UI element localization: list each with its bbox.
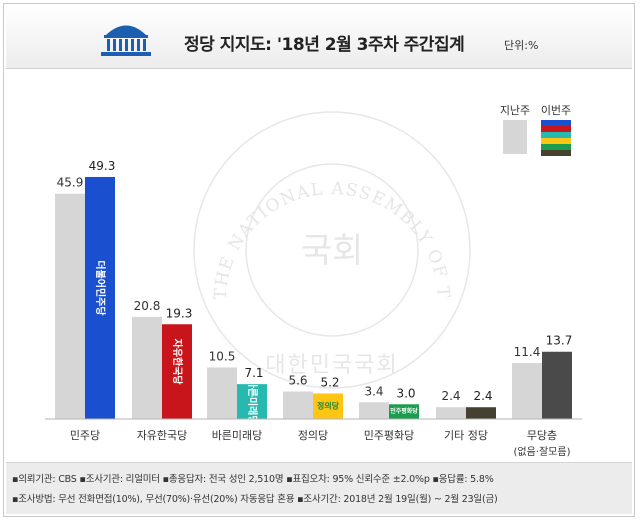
bar-this-week-0 — [85, 176, 115, 419]
value-label-last-week-2: 10.5 — [209, 349, 236, 363]
bar-last-week-1 — [132, 316, 162, 419]
value-label-last-week-4: 3.4 — [364, 384, 383, 398]
bar-last-week-6 — [512, 363, 542, 419]
party-logo-2: 바른미래당 — [246, 379, 259, 426]
value-label-last-week-3: 5.6 — [288, 374, 307, 388]
header-band: 정당 지지도: '18년 2월 3주차 주간집계 단위:% — [6, 6, 632, 69]
national-assembly-building-icon — [101, 25, 151, 56]
bar-this-week-5 — [466, 407, 496, 419]
category-label-1: 자유한국당 — [137, 429, 188, 442]
watermark-bottom-text: 대한민국국회 — [265, 353, 398, 378]
category-label-6: 무당층 — [527, 429, 557, 442]
bar-last-week-0 — [55, 193, 85, 419]
value-label-this-week-5: 2.4 — [473, 389, 492, 403]
bar-last-week-5 — [436, 407, 466, 419]
survey-footer: ▪의뢰기관: CBS ▪조사기관: 리얼미터 ▪총응답자: 전국 성인 2,51… — [6, 462, 632, 514]
bar-this-week-3 — [313, 393, 343, 419]
category-sublabel-6: (없음·잘모름) — [514, 445, 571, 458]
value-label-this-week-2: 7.1 — [244, 366, 263, 380]
category-label-4: 민주평화당 — [364, 429, 415, 442]
bar-this-week-4 — [389, 404, 419, 419]
category-label-3: 정의당 — [298, 429, 328, 442]
footer-line-1: ▪의뢰기관: CBS ▪조사기관: 리얼미터 ▪총응답자: 전국 성인 2,51… — [12, 474, 494, 485]
party-logo-3: 정의당 — [317, 401, 340, 411]
unit-label: 단위:% — [504, 39, 539, 52]
value-label-this-week-1: 19.3 — [166, 306, 193, 320]
legend-last-week-swatch — [503, 120, 527, 154]
party-logo-1: 자유한국당 — [171, 339, 184, 386]
bar-this-week-6 — [542, 351, 572, 419]
bars-layer: 더불어민주당 45.9 49.3 자유한국당 20.8 19.3 바른미래당 10.5 7.1 정… — [55, 159, 572, 425]
legend-last-week-label: 지난주 — [500, 104, 530, 117]
bar-this-week-1 — [162, 324, 192, 419]
chart-title: 정당 지지도: '18년 2월 3주차 주간집계 — [184, 35, 465, 55]
value-label-last-week-0: 45.9 — [57, 176, 84, 190]
category-labels: 민주당 자유한국당 바른미래당 정의당 민주평화당 기타 정당 무당층 (없음·잘모름) — [70, 429, 571, 458]
value-label-this-week-6: 13.7 — [546, 334, 573, 348]
value-label-last-week-6: 11.4 — [514, 345, 541, 359]
bar-last-week-4 — [359, 402, 389, 419]
legend-this-week-swatch — [541, 120, 571, 156]
chart-legend: 지난주 이번주 — [500, 104, 571, 156]
bar-this-week-2 — [237, 384, 267, 419]
category-label-5: 기타 정당 — [444, 429, 488, 442]
category-label-0: 민주당 — [70, 429, 100, 442]
category-label-2: 바른미래당 — [212, 429, 263, 442]
value-label-this-week-0: 49.3 — [89, 159, 116, 173]
party-logo-4: 민주평화당 — [390, 407, 418, 415]
party-logo-0: 더불어민주당 — [94, 260, 107, 316]
bar-last-week-2 — [207, 367, 237, 419]
bar-last-week-3 — [283, 391, 313, 419]
legend-this-week-label: 이번주 — [541, 104, 571, 117]
watermark-center-text: 국회 — [301, 231, 364, 271]
value-label-this-week-3: 5.2 — [320, 375, 339, 389]
value-label-last-week-1: 20.8 — [134, 299, 161, 313]
value-label-last-week-5: 2.4 — [441, 389, 460, 403]
value-label-this-week-4: 3.0 — [396, 386, 415, 400]
footer-line-2: ▪조사방법: 무선 전화면접(10%), 무선(70%)·유선(20%) 자동응… — [12, 494, 498, 505]
